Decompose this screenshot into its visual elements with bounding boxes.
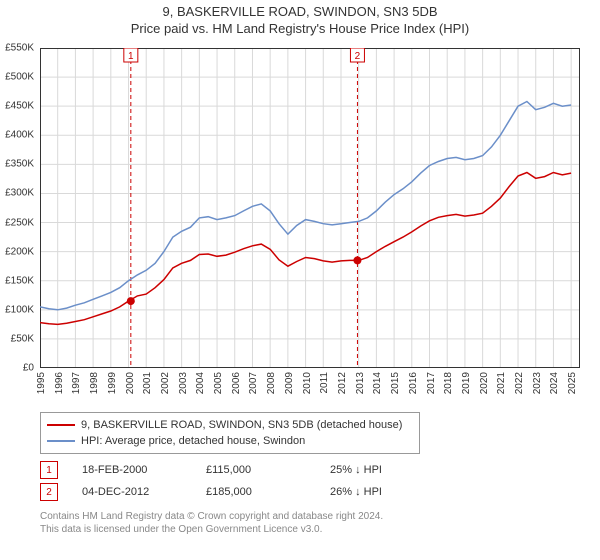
x-tick-label: 2019 (461, 372, 472, 394)
y-tick-label: £200K (5, 246, 34, 257)
x-tick-label: 2022 (514, 372, 525, 394)
x-tick-label: 2024 (549, 372, 560, 394)
sale-marker-box: 1 (40, 461, 58, 479)
title-line-2: Price paid vs. HM Land Registry's House … (0, 21, 600, 36)
x-tick-label: 2025 (567, 372, 578, 394)
x-tick-label: 2002 (160, 372, 171, 394)
y-tick-label: £50K (11, 333, 34, 344)
x-tick-label: 2004 (195, 372, 206, 394)
legend-label: 9, BASKERVILLE ROAD, SWINDON, SN3 5DB (d… (81, 419, 402, 431)
y-tick-label: £400K (5, 130, 34, 141)
y-tick-label: £100K (5, 304, 34, 315)
footer-line-1: Contains HM Land Registry data © Crown c… (40, 510, 580, 523)
x-tick-label: 1999 (107, 372, 118, 394)
x-tick-label: 2013 (355, 372, 366, 394)
title-line-1: 9, BASKERVILLE ROAD, SWINDON, SN3 5DB (0, 4, 600, 19)
x-tick-label: 1996 (54, 372, 65, 394)
x-tick-label: 2008 (266, 372, 277, 394)
sale-date: 18-FEB-2000 (82, 464, 182, 476)
x-tick-label: 1997 (71, 372, 82, 394)
sale-date: 04-DEC-2012 (82, 486, 182, 498)
sale-row: 1 18-FEB-2000 £115,000 25% ↓ HPI (40, 460, 580, 480)
footer-attribution: Contains HM Land Registry data © Crown c… (40, 510, 580, 536)
x-tick-label: 2005 (213, 372, 224, 394)
x-tick-label: 2023 (532, 372, 543, 394)
x-tick-label: 2015 (390, 372, 401, 394)
y-tick-label: £300K (5, 188, 34, 199)
x-tick-label: 2014 (372, 372, 383, 394)
x-tick-label: 2018 (443, 372, 454, 394)
x-tick-label: 2020 (479, 372, 490, 394)
legend-item-hpi: HPI: Average price, detached house, Swin… (47, 433, 413, 449)
x-tick-label: 2001 (142, 372, 153, 394)
chart-area: 12 (40, 48, 580, 368)
legend-label: HPI: Average price, detached house, Swin… (81, 435, 305, 447)
x-tick-label: 2010 (302, 372, 313, 394)
x-tick-label: 2012 (337, 372, 348, 394)
svg-text:1: 1 (128, 51, 134, 62)
x-tick-label: 1998 (89, 372, 100, 394)
x-tick-label: 2006 (231, 372, 242, 394)
svg-text:2: 2 (355, 51, 361, 62)
x-tick-label: 2016 (408, 372, 419, 394)
sale-price: £185,000 (206, 486, 306, 498)
sale-delta: 26% ↓ HPI (330, 486, 430, 498)
y-tick-label: £500K (5, 72, 34, 83)
price-chart: 12 (40, 48, 580, 368)
y-tick-label: £250K (5, 217, 34, 228)
x-tick-label: 2021 (496, 372, 507, 394)
x-tick-label: 2011 (319, 372, 330, 394)
y-axis-labels: £0£50K£100K£150K£200K£250K£300K£350K£400… (0, 48, 36, 368)
sale-row: 2 04-DEC-2012 £185,000 26% ↓ HPI (40, 482, 580, 502)
sale-marker-box: 2 (40, 483, 58, 501)
sales-list: 1 18-FEB-2000 £115,000 25% ↓ HPI 2 04-DE… (40, 458, 580, 502)
x-axis-labels: 1995199619971998199920002001200220032004… (40, 370, 580, 410)
footer-line-2: This data is licensed under the Open Gov… (40, 523, 580, 536)
x-tick-label: 2017 (426, 372, 437, 394)
sale-price: £115,000 (206, 464, 306, 476)
y-tick-label: £350K (5, 159, 34, 170)
y-tick-label: £450K (5, 101, 34, 112)
legend-swatch (47, 440, 75, 442)
legend-item-property: 9, BASKERVILLE ROAD, SWINDON, SN3 5DB (d… (47, 417, 413, 433)
x-tick-label: 1995 (36, 372, 47, 394)
y-tick-label: £150K (5, 275, 34, 286)
x-tick-label: 2003 (178, 372, 189, 394)
sale-delta: 25% ↓ HPI (330, 464, 430, 476)
y-tick-label: £0 (23, 363, 34, 374)
legend-box: 9, BASKERVILLE ROAD, SWINDON, SN3 5DB (d… (40, 412, 420, 454)
y-tick-label: £550K (5, 43, 34, 54)
x-tick-label: 2007 (248, 372, 259, 394)
legend-swatch (47, 424, 75, 426)
x-tick-label: 2000 (125, 372, 136, 394)
x-tick-label: 2009 (284, 372, 295, 394)
